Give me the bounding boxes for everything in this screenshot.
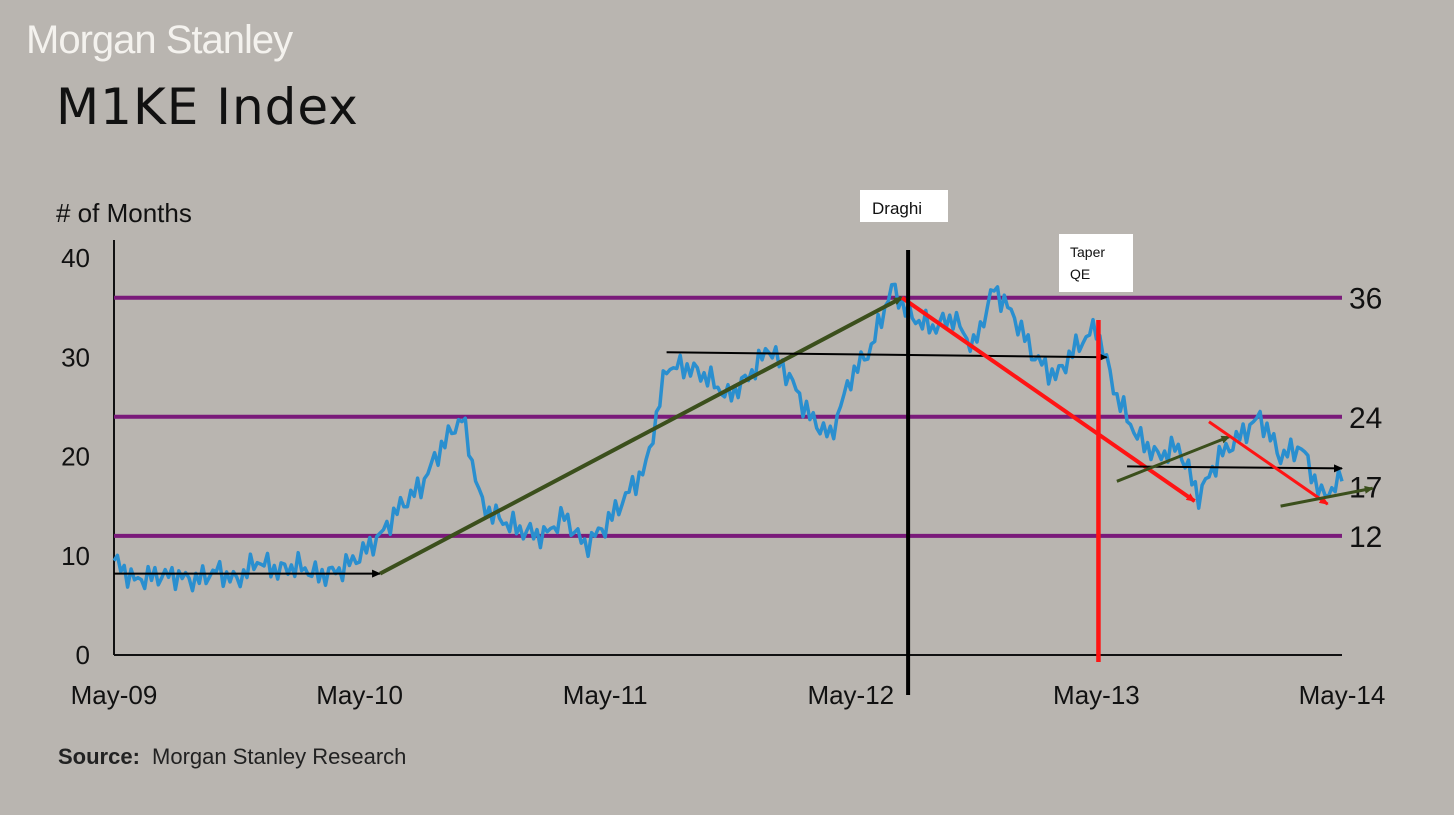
y-tick-label: 30: [61, 342, 90, 372]
y-tick-label: 40: [61, 243, 90, 273]
taper-label-box: [1059, 234, 1133, 292]
down-arrow: [1208, 420, 1329, 506]
flat-arrow: [666, 351, 1108, 362]
level-label: 36: [1349, 283, 1382, 316]
level-label: 24: [1349, 402, 1382, 435]
up-arrow: [1280, 485, 1374, 508]
x-tick-label: May-11: [563, 680, 648, 710]
page-title: M1KE Index: [56, 78, 359, 136]
y-axis-label: # of Months: [56, 198, 192, 228]
x-tick-label: May-14: [1299, 680, 1386, 710]
source-label: Source:: [58, 744, 140, 769]
x-tick-label: May-12: [807, 680, 894, 710]
y-tick-label: 10: [61, 541, 90, 571]
taper-label: QE: [1070, 266, 1090, 282]
m1ke-series-line: [112, 282, 1344, 593]
x-tick-label: May-10: [316, 680, 403, 710]
up-arrow: [1116, 435, 1231, 483]
taper-label: Taper: [1070, 244, 1105, 260]
draghi-label: Draghi: [872, 199, 922, 218]
level-label: 12: [1349, 521, 1382, 554]
source-text: Morgan Stanley Research: [152, 744, 407, 769]
draghi-label-box: [860, 190, 948, 222]
level-label: 17: [1349, 471, 1382, 504]
x-tick-label: May-09: [71, 680, 158, 710]
source-note: Source: Morgan Stanley Research: [58, 744, 406, 770]
y-tick-label: 0: [76, 640, 90, 670]
brand-logo: Morgan Stanley: [26, 18, 293, 62]
y-tick-label: 20: [61, 442, 90, 472]
down-arrow: [900, 296, 1196, 503]
flat-arrow: [1127, 464, 1343, 473]
x-tick-label: May-13: [1053, 680, 1140, 710]
up-arrow: [379, 295, 903, 576]
